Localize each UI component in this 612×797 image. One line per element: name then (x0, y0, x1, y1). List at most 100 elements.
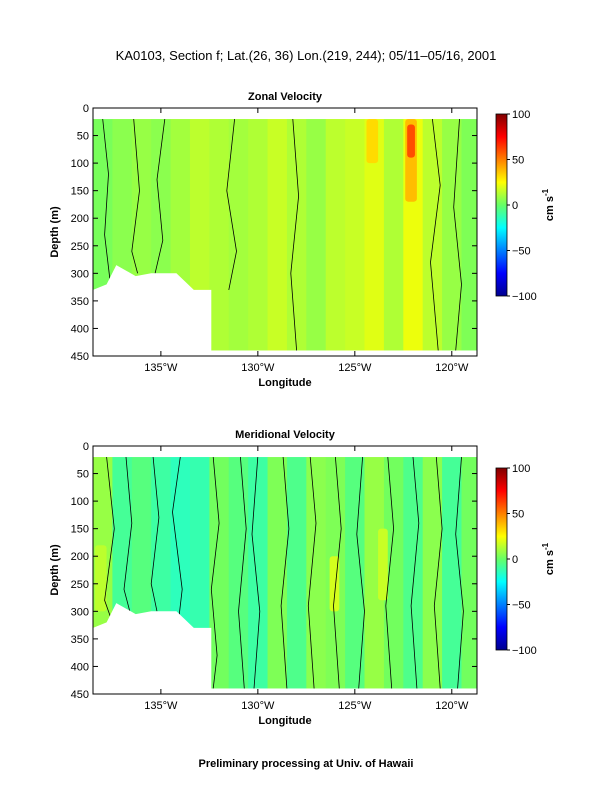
no-data-region (93, 603, 212, 694)
zero-contour (290, 118, 300, 351)
y-tick-label: 150 (71, 186, 89, 198)
figure-title: KA0103, Section f; Lat.(26, 36) Lon.(219… (116, 48, 497, 63)
velocity-column (345, 119, 366, 351)
zero-contour (251, 456, 261, 689)
velocity-column (248, 457, 269, 689)
y-tick-label: 400 (71, 661, 89, 673)
colorbar-tick-label: 50 (512, 509, 524, 521)
heatmap-area (93, 446, 477, 694)
zero-contour (356, 456, 365, 689)
y-tick-label: 100 (71, 496, 89, 508)
zero-contour (430, 118, 441, 351)
velocity-column (248, 119, 269, 351)
y-axis-label: Depth (m) (49, 206, 61, 258)
velocity-column (306, 457, 327, 689)
x-tick-label: 135°W (144, 362, 178, 374)
velocity-column (442, 119, 462, 351)
colorbar-tick-label: 0 (512, 554, 518, 566)
colorbar-tick-label: −100 (512, 291, 537, 303)
zero-contour (453, 118, 462, 351)
velocity-column (228, 457, 249, 689)
x-axis-label: Longitude (258, 715, 311, 727)
zero-contour (385, 456, 395, 689)
no-data-region (93, 265, 212, 356)
zero-contour (280, 456, 290, 689)
y-tick-label: 50 (77, 469, 89, 481)
velocity-feature (94, 545, 107, 612)
meridional-velocity-panel: Meridional Velocity 0 50 100 150 200 250 300 350… (49, 429, 556, 727)
x-tick-label: 120°W (435, 362, 469, 374)
velocity-column (286, 457, 307, 689)
velocity-column (267, 119, 288, 351)
velocity-feature (378, 528, 388, 601)
zero-contour (226, 118, 237, 290)
x-tick-label: 130°W (241, 700, 275, 712)
zero-contour (333, 456, 342, 689)
colorbar (495, 113, 508, 297)
colorbar-label-exponent: -1 (541, 542, 550, 550)
velocity-column (383, 119, 404, 351)
y-tick-label: 250 (71, 241, 89, 253)
y-tick-label: 350 (71, 296, 89, 308)
velocity-column (364, 119, 385, 351)
velocity-column (306, 119, 327, 351)
colorbar-tick-label: −100 (512, 645, 537, 657)
y-tick-label: 300 (71, 606, 89, 618)
heatmap-area (93, 108, 477, 356)
y-tick-label: 250 (71, 579, 89, 591)
zero-contour (210, 456, 220, 689)
y-tick-label: 450 (71, 689, 89, 701)
y-axis-label: Depth (m) (49, 544, 61, 596)
x-axis-label: Longitude (258, 377, 311, 389)
y-tick-label: 0 (83, 441, 89, 453)
y-tick-label: 200 (71, 213, 89, 225)
velocity-column (286, 119, 307, 351)
x-tick-label: 130°W (241, 362, 275, 374)
colorbar-label: cm s-1 (541, 188, 556, 221)
colorbar (495, 467, 508, 651)
velocity-column (461, 457, 477, 689)
colorbar-label-exponent: -1 (541, 188, 550, 196)
plot-frame (92, 445, 478, 695)
y-tick-label: 50 (77, 131, 89, 143)
y-tick-label: 400 (71, 323, 89, 335)
velocity-feature (407, 124, 415, 158)
x-tick-label: 125°W (338, 362, 372, 374)
x-tick-label: 135°W (144, 700, 178, 712)
colorbar-label: cm s-1 (541, 542, 556, 575)
colorbar-tick-label: 100 (512, 109, 530, 121)
above-section (93, 446, 477, 458)
y-tick-label: 350 (71, 634, 89, 646)
panel-title: Meridional Velocity (235, 429, 336, 441)
zero-contour (433, 456, 443, 689)
y-tick-label: 300 (71, 268, 89, 280)
zero-contour (455, 456, 464, 689)
velocity-column (228, 119, 249, 351)
velocity-column (209, 119, 230, 351)
y-tick-label: 100 (71, 158, 89, 170)
x-tick-label: 125°W (338, 700, 372, 712)
above-section (93, 108, 477, 120)
panel-title: Zonal Velocity (248, 91, 323, 103)
velocity-column (422, 457, 443, 689)
x-tick-label: 120°W (435, 700, 469, 712)
below-section (93, 688, 477, 694)
zero-contour (238, 456, 247, 689)
colorbar-tick-label: −50 (512, 246, 531, 258)
footer-credit: Preliminary processing at Univ. of Hawai… (199, 758, 414, 770)
zonal-velocity-panel: Zonal Velocity 0 50 100 150 200 250 300 350 400 45… (49, 91, 556, 389)
velocity-column (422, 119, 443, 351)
colorbar-tick-label: 0 (512, 200, 518, 212)
velocity-column (403, 457, 424, 689)
plot-frame (92, 107, 478, 357)
zero-contour (410, 456, 420, 689)
y-tick-label: 450 (71, 351, 89, 363)
colorbar-tick-label: 50 (512, 155, 524, 167)
velocity-column (325, 119, 346, 351)
y-tick-label: 150 (71, 524, 89, 536)
velocity-feature (366, 119, 379, 164)
y-tick-label: 0 (83, 103, 89, 115)
zero-contour (123, 456, 133, 612)
zero-contour (154, 118, 166, 274)
